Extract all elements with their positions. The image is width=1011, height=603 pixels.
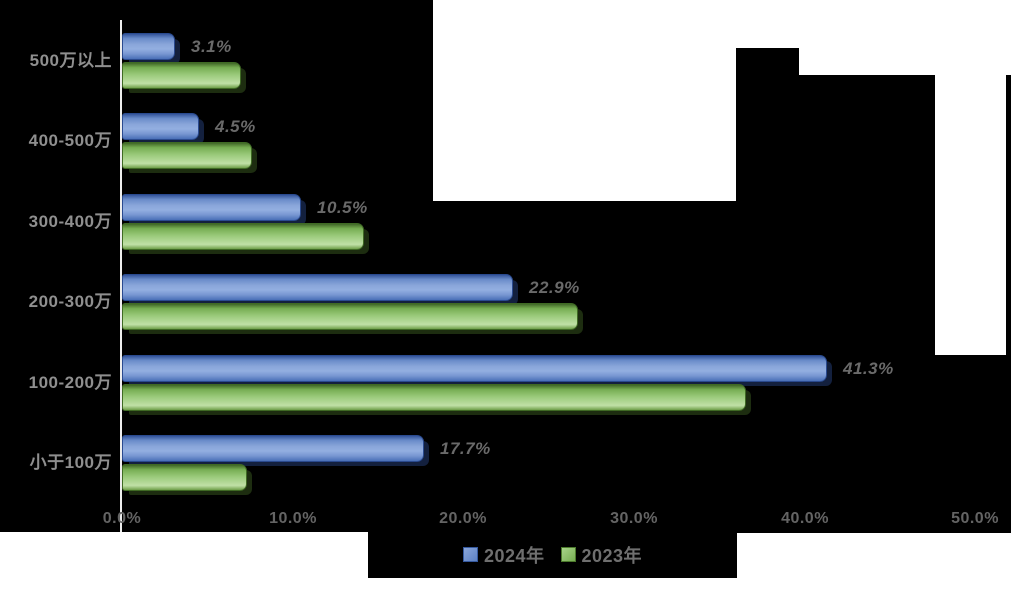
bar-2023 bbox=[122, 142, 252, 169]
category-label: 200-300万 bbox=[28, 292, 112, 311]
bar-2023 bbox=[122, 62, 242, 89]
legend-label-2024: 2024年 bbox=[483, 545, 545, 566]
bar-2023 bbox=[122, 303, 578, 330]
bar-2023 bbox=[122, 464, 247, 491]
x-tick-label: 40.0% bbox=[781, 510, 829, 527]
category-label: 400-500万 bbox=[28, 131, 112, 150]
legend-item-2024: 2024年 bbox=[462, 542, 545, 568]
category-label: 500万以上 bbox=[29, 51, 112, 70]
bar-2024 bbox=[122, 194, 302, 221]
background-patch bbox=[368, 578, 737, 603]
legend: 2024年 2023年 bbox=[368, 531, 737, 578]
background-patch bbox=[737, 533, 1011, 603]
value-label: 22.9% bbox=[529, 278, 580, 297]
legend-swatch-2023 bbox=[560, 547, 576, 562]
category-label: 100-200万 bbox=[28, 373, 112, 392]
legend-label-2023: 2023年 bbox=[581, 545, 643, 566]
background-patch bbox=[0, 532, 368, 603]
bar-2024 bbox=[122, 113, 199, 140]
bar-2024 bbox=[122, 435, 424, 462]
x-tick-label: 20.0% bbox=[439, 510, 487, 527]
background-patch bbox=[935, 75, 1006, 355]
x-tick-label: 30.0% bbox=[610, 510, 658, 527]
category-label: 小于100万 bbox=[29, 453, 112, 472]
bar-2023 bbox=[122, 384, 747, 411]
value-label: 17.7% bbox=[440, 439, 491, 458]
x-tick-label: 10.0% bbox=[269, 510, 317, 527]
bar-2024 bbox=[122, 33, 175, 60]
value-label: 41.3% bbox=[843, 359, 894, 378]
value-label: 3.1% bbox=[191, 37, 232, 56]
bar-2023 bbox=[122, 223, 365, 250]
bar-2024 bbox=[122, 355, 827, 382]
value-label: 4.5% bbox=[215, 117, 256, 136]
legend-item-2023: 2023年 bbox=[560, 542, 643, 568]
value-label: 10.5% bbox=[317, 198, 368, 217]
background-patch bbox=[799, 0, 1011, 75]
background-patch bbox=[433, 0, 736, 201]
bar-2024 bbox=[122, 274, 513, 301]
legend-swatch-2024 bbox=[462, 547, 478, 562]
x-tick-label: 50.0% bbox=[951, 510, 999, 527]
y-axis-line bbox=[120, 20, 122, 532]
x-tick-label: 0.0% bbox=[102, 510, 142, 527]
category-label: 300-400万 bbox=[28, 212, 112, 231]
